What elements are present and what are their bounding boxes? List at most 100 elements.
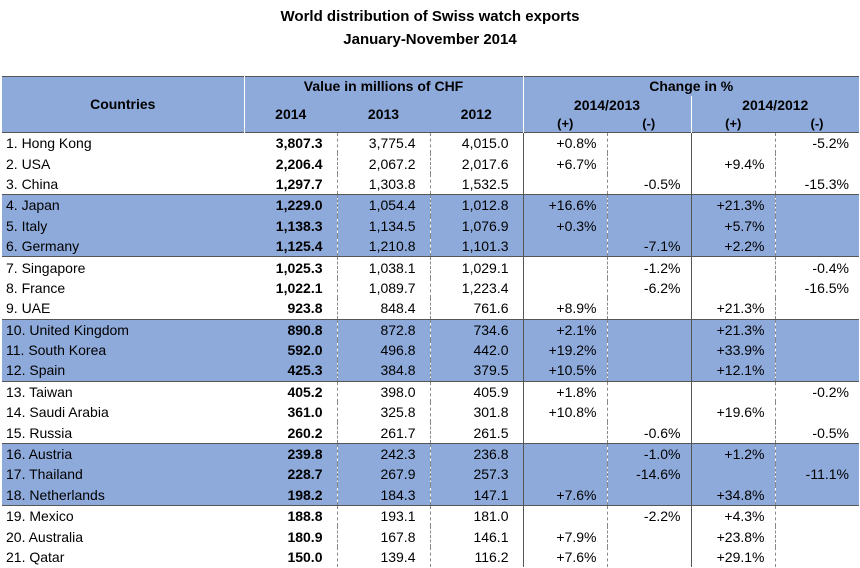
value-2012-cell: 1,029.1 xyxy=(430,256,524,278)
header-minus: (-) xyxy=(775,115,859,133)
page-subtitle: January-November 2014 xyxy=(343,31,517,48)
value-2014-cell: 260.2 xyxy=(244,422,338,444)
change-2014-2012-minus-cell xyxy=(775,194,859,216)
change-2014-2012-minus-cell xyxy=(775,360,859,382)
change-2014-2012-minus-cell xyxy=(775,235,859,257)
change-2014-2012-plus-cell xyxy=(691,173,776,195)
change-2014-2012-plus-cell: +12.1% xyxy=(691,360,776,382)
value-2014-cell: 150.0 xyxy=(244,546,338,568)
table-row: 18. Netherlands 198.2 184.3 147.1 +7.6% +34.8… xyxy=(2,484,859,506)
change-2014-2013-minus-cell: -1.2% xyxy=(607,256,692,278)
header-period-2014-2012: 2014/2012 xyxy=(691,96,859,115)
change-2014-2012-minus-cell xyxy=(775,339,859,361)
value-2013-cell: 3,775.4 xyxy=(337,132,431,154)
change-2014-2012-minus-cell: -0.4% xyxy=(775,256,859,278)
change-2014-2013-plus-cell: +19.2% xyxy=(523,339,608,361)
table-row: 15. Russia 260.2 261.7 261.5 -0.6% -0.5% xyxy=(2,422,859,444)
change-2014-2013-minus-cell xyxy=(607,546,692,568)
table-row: 3. China 1,297.7 1,303.8 1,532.5 -0.5% -15.3% xyxy=(2,173,859,195)
table-row: 17. Thailand 228.7 267.9 257.3 -14.6% -11.1% xyxy=(2,464,859,485)
change-2014-2012-plus-cell: +9.4% xyxy=(691,153,776,174)
table-row: 2. USA 2,206.4 2,067.2 2,017.6 +6.7% +9.4% xyxy=(2,153,859,174)
country-cell: 1. Hong Kong xyxy=(2,132,244,154)
value-2013-cell: 167.8 xyxy=(337,526,431,547)
value-2013-cell: 872.8 xyxy=(337,318,431,340)
change-2014-2013-minus-cell xyxy=(607,318,692,340)
value-2012-cell: 236.8 xyxy=(430,442,524,465)
change-2014-2012-minus-cell xyxy=(775,505,859,527)
country-cell: 20. Australia xyxy=(6,528,84,545)
table-row: 11. South Korea 592.0 496.8 442.0 +19.2% +33.… xyxy=(2,339,859,361)
header-period-2014-2013: 2014/2013 xyxy=(523,96,692,115)
change-2014-2013-plus-cell: +10.8% xyxy=(523,402,608,423)
value-2014-cell: 2,206.4 xyxy=(244,153,338,174)
country-cell: 21. Qatar xyxy=(6,549,65,565)
country-cell: 2. USA xyxy=(6,155,51,172)
header-year-2013: 2013 xyxy=(337,96,430,133)
change-2014-2013-minus-cell: -2.2% xyxy=(607,505,692,527)
change-2014-2013-minus-cell: -1.0% xyxy=(607,442,692,465)
change-2014-2013-plus-cell xyxy=(523,422,608,444)
value-2012-cell: 1,076.9 xyxy=(430,215,524,236)
change-2014-2013-minus-cell xyxy=(607,215,692,236)
header-value-group: Value in millions of CHF xyxy=(244,76,524,96)
change-2014-2013-minus-cell: -6.2% xyxy=(607,277,692,299)
value-2012-cell: 1,532.5 xyxy=(430,173,524,195)
value-2012-cell: 1,223.4 xyxy=(430,277,524,299)
country-cell: 14. Saudi Arabia xyxy=(6,404,109,421)
value-2014-cell: 228.7 xyxy=(244,464,338,485)
value-2012-cell: 405.9 xyxy=(430,380,524,403)
table-row: 6. Germany 1,125.4 1,210.8 1,101.3 -7.1% +2.2… xyxy=(2,235,859,257)
value-2014-cell: 1,297.7 xyxy=(244,173,338,195)
country-cell: 6. Germany xyxy=(2,235,244,257)
value-2013-cell: 325.8 xyxy=(337,402,431,423)
value-2014-cell: 3,807.3 xyxy=(244,132,338,154)
country-cell: 4. Japan xyxy=(2,194,244,216)
value-2013-cell: 1,054.4 xyxy=(337,194,431,216)
header-minus: (-) xyxy=(607,115,692,133)
change-2014-2013-minus-cell: -14.6% xyxy=(607,464,692,485)
change-2014-2012-minus-cell xyxy=(775,442,859,465)
value-2012-cell: 146.1 xyxy=(430,526,524,547)
change-2014-2013-minus-cell: -0.5% xyxy=(607,173,692,195)
change-2014-2012-minus-cell: -16.5% xyxy=(804,279,849,296)
value-2013-cell: 848.4 xyxy=(337,298,431,320)
country-cell: 17. Thailand xyxy=(2,464,244,485)
header-plus: (+) xyxy=(691,115,775,133)
page-title: World distribution of Swiss watch export… xyxy=(280,8,580,25)
change-2014-2013-minus-cell xyxy=(607,153,692,174)
change-2014-2012-plus-cell: +2.2% xyxy=(691,235,776,257)
table-row: 7. Singapore 1,025.3 1,038.1 1,029.1 -1.2% -0… xyxy=(2,256,859,278)
change-2014-2013-minus-cell: -0.6% xyxy=(607,422,692,444)
value-2014-cell: 239.8 xyxy=(244,442,338,465)
value-2013-cell: 1,089.7 xyxy=(337,277,431,299)
change-2014-2012-plus-cell xyxy=(691,464,776,485)
change-2014-2012-minus-cell xyxy=(775,153,859,173)
value-2014-cell: 1,125.4 xyxy=(244,235,338,257)
table-header: Countries Value in millions of CHF Chang… xyxy=(2,76,859,133)
change-2014-2013-plus-cell xyxy=(523,277,608,299)
change-2014-2013-plus-cell: +16.6% xyxy=(523,194,608,216)
table-row: 10. United Kingdom 890.8 872.8 734.6 +2.1% +2… xyxy=(2,318,859,340)
change-2014-2012-plus-cell: +23.8% xyxy=(691,526,776,547)
change-2014-2013-plus-cell: +0.8% xyxy=(523,132,608,154)
value-2012-cell: 261.5 xyxy=(430,422,524,444)
change-2014-2012-plus-cell: +1.2% xyxy=(691,442,776,465)
value-2014-cell: 592.0 xyxy=(244,339,338,361)
change-2014-2013-plus-cell: +7.6% xyxy=(523,546,608,568)
value-2013-cell: 242.3 xyxy=(337,442,431,465)
table-body: 1. Hong Kong 3,807.3 3,775.4 4,015.0 +0.8% -5… xyxy=(2,132,859,568)
change-2014-2013-minus-cell xyxy=(607,380,692,403)
change-2014-2013-plus-cell: +10.5% xyxy=(523,360,608,382)
change-2014-2013-plus-cell xyxy=(523,505,608,527)
change-2014-2013-minus-cell xyxy=(607,132,692,154)
value-2013-cell: 1,134.5 xyxy=(337,215,431,236)
value-2012-cell: 1,012.8 xyxy=(430,194,524,216)
change-2014-2013-plus-cell: +8.9% xyxy=(523,298,608,320)
value-2014-cell: 425.3 xyxy=(244,360,338,382)
change-2014-2013-plus-cell xyxy=(523,256,608,278)
change-2014-2012-plus-cell: +21.3% xyxy=(691,318,776,340)
change-2014-2012-plus-cell: +19.6% xyxy=(691,402,776,423)
change-2014-2013-plus-cell: +0.3% xyxy=(523,215,608,236)
value-2013-cell: 1,038.1 xyxy=(337,256,431,278)
